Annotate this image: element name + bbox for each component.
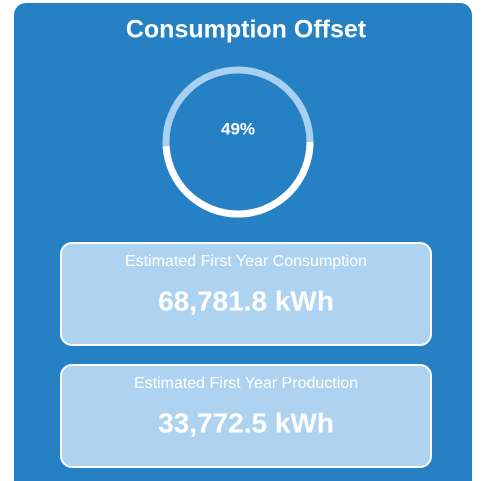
title: Consumption Offset — [126, 16, 367, 44]
gauge-arc — [162, 66, 314, 218]
card — [60, 242, 432, 346]
gauge-label: 49% — [221, 119, 255, 138]
cards: Estimated First Year Consumption 68,781.8… — [60, 242, 432, 468]
card-value: 33,772.5 kWh — [158, 407, 334, 438]
card-value: 68,781.8 kWh — [158, 285, 334, 316]
card-label: Estimated First Year Production — [134, 375, 358, 392]
gauge: 49% — [162, 66, 314, 218]
card-label: Estimated First Year Consumption — [125, 253, 367, 270]
card — [60, 364, 432, 468]
